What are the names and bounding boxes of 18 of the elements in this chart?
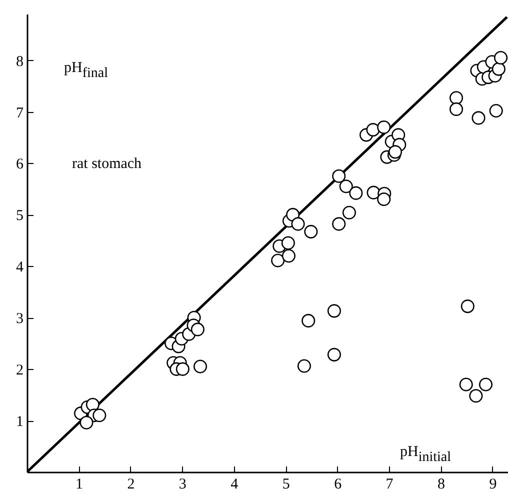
x-tick-label: 3 [178,476,186,492]
y-tick-label: 8 [16,54,24,70]
y-tick-label: 7 [16,105,24,122]
y-tick-label: 3 [16,311,24,328]
x-tick-label: 9 [489,476,497,492]
x-tick-label: 4 [230,476,239,492]
x-tick-label: 5 [282,476,290,492]
y-tick-label: 2 [16,362,24,379]
y-tick-label: 1 [16,414,24,430]
x-tick-label: 7 [386,476,394,492]
annotation: rat stomach [72,156,142,173]
y-tick-label: 5 [16,208,24,224]
y-tick-label: 6 [16,156,24,173]
x-tick-label: 2 [127,476,135,492]
x-tick-label: 6 [334,476,342,492]
x-tick-label: 8 [438,476,446,492]
x-tick-label: 1 [75,476,83,492]
y-tick-label: 4 [16,260,24,276]
